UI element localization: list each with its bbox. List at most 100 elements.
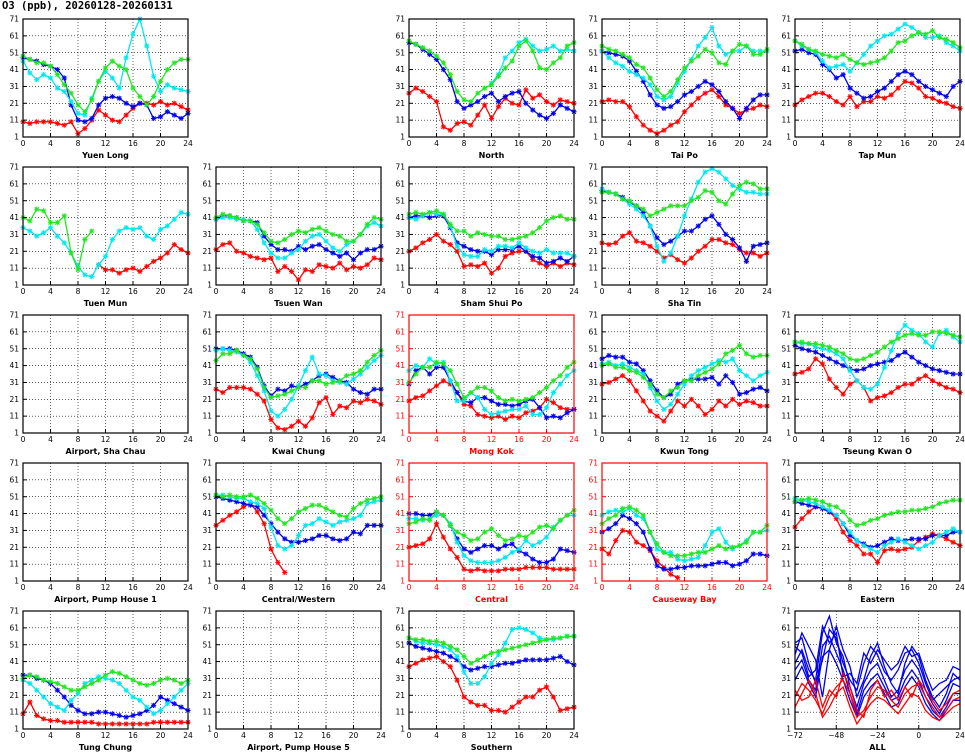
y-tick-label: 61	[781, 31, 791, 40]
data-point	[157, 88, 164, 95]
x-tick-label: 20	[156, 583, 166, 592]
data-point	[357, 265, 363, 271]
data-point	[840, 362, 846, 369]
x-tick-label: 20	[349, 583, 359, 592]
data-point	[640, 529, 646, 535]
x-tick-label: 0	[214, 731, 219, 740]
data-point	[427, 364, 433, 370]
data-point	[275, 413, 281, 419]
x-tick-label: 20	[735, 435, 745, 444]
data-point	[950, 332, 956, 338]
data-point	[543, 260, 550, 266]
data-point	[61, 82, 67, 88]
data-point	[806, 347, 812, 353]
data-point	[661, 418, 667, 424]
data-point	[427, 236, 433, 243]
data-point	[743, 258, 749, 264]
x-tick-label: 12	[101, 435, 111, 444]
x-tick-label: 0	[407, 287, 412, 296]
data-point	[936, 99, 942, 105]
data-point	[868, 551, 874, 557]
data-point	[647, 546, 653, 552]
y-tick-label: 21	[395, 543, 405, 552]
y-tick-label: 31	[781, 82, 791, 91]
data-point	[254, 509, 260, 515]
series-line	[601, 25, 767, 101]
data-point	[530, 253, 536, 259]
data-point	[344, 238, 350, 244]
x-tick-label: 20	[156, 287, 166, 296]
data-point	[550, 389, 556, 396]
data-point	[881, 33, 887, 39]
data-point	[654, 93, 660, 100]
data-point	[654, 391, 660, 397]
data-point	[247, 492, 253, 498]
data-point	[916, 332, 922, 338]
data-point	[350, 516, 357, 522]
y-tick-label: 51	[395, 344, 405, 353]
data-point	[427, 214, 433, 221]
data-point	[502, 243, 508, 249]
data-point	[757, 186, 763, 192]
data-point	[413, 395, 419, 401]
data-point	[861, 543, 867, 549]
data-point	[564, 548, 570, 554]
x-tick-label: 20	[735, 583, 745, 592]
y-tick-label: 11	[588, 560, 598, 569]
data-point	[688, 58, 694, 64]
data-point	[550, 413, 556, 419]
data-point	[75, 267, 81, 273]
data-point	[468, 262, 474, 268]
data-point	[929, 344, 936, 350]
data-point	[847, 68, 853, 74]
x-tick-label: 8	[655, 139, 660, 148]
data-point	[523, 564, 529, 571]
data-point	[675, 553, 681, 559]
data-point	[840, 102, 846, 108]
data-point	[337, 233, 343, 239]
y-tick-label: 51	[9, 492, 19, 501]
data-point	[757, 373, 763, 379]
data-point	[357, 389, 363, 396]
data-point	[357, 231, 363, 238]
station-label: Southern	[471, 743, 513, 752]
data-point	[295, 418, 302, 424]
y-tick-label: 21	[9, 99, 19, 108]
data-point	[695, 403, 701, 409]
y-tick-label: 41	[9, 213, 19, 222]
data-point	[557, 373, 563, 379]
data-point	[868, 43, 874, 49]
data-point	[427, 638, 433, 644]
data-point	[709, 189, 715, 195]
data-point	[54, 220, 60, 226]
y-tick-label: 1	[14, 281, 19, 290]
data-point	[736, 342, 743, 348]
data-point	[220, 241, 226, 248]
x-tick-label: 0	[21, 731, 26, 740]
data-point	[371, 214, 377, 221]
data-point	[881, 55, 887, 61]
data-point	[806, 46, 812, 52]
data-point	[282, 536, 288, 542]
data-point	[736, 561, 743, 567]
y-tick-label: 1	[786, 725, 791, 734]
data-point	[613, 376, 619, 382]
x-tick-label: −72	[787, 731, 803, 740]
data-point	[275, 559, 281, 566]
data-point	[54, 680, 60, 687]
data-point	[234, 248, 240, 254]
data-point	[723, 359, 729, 365]
data-point	[109, 267, 115, 273]
data-point	[675, 384, 681, 391]
data-point	[337, 512, 343, 518]
x-tick-label: 24	[569, 435, 579, 444]
y-tick-label: 21	[9, 247, 19, 256]
y-tick-label: 51	[395, 640, 405, 649]
data-point	[482, 559, 488, 566]
data-point	[675, 203, 681, 209]
y-tick-label: 41	[588, 509, 598, 518]
x-tick-label: 16	[900, 583, 910, 592]
data-point	[543, 657, 550, 663]
data-point	[654, 541, 660, 547]
